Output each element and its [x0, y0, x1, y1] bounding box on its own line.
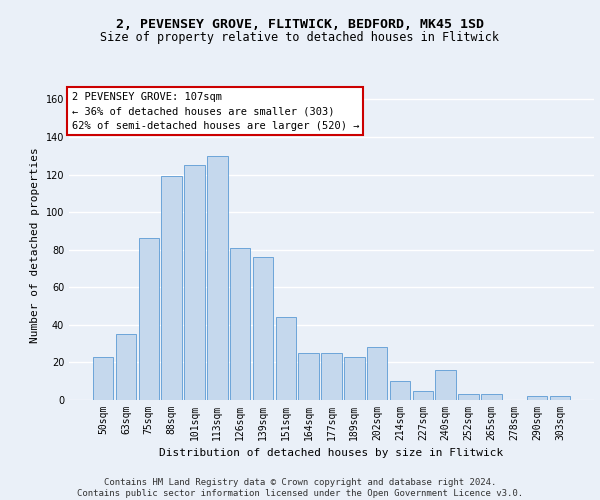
Text: Size of property relative to detached houses in Flitwick: Size of property relative to detached ho… — [101, 31, 499, 44]
Bar — [481, 394, 502, 400]
Bar — [230, 248, 250, 400]
Bar — [298, 353, 319, 400]
Bar — [527, 396, 547, 400]
Bar — [253, 257, 273, 400]
Bar — [321, 353, 342, 400]
Bar — [367, 348, 388, 400]
Bar — [207, 156, 227, 400]
Text: Contains HM Land Registry data © Crown copyright and database right 2024.
Contai: Contains HM Land Registry data © Crown c… — [77, 478, 523, 498]
Bar — [116, 334, 136, 400]
Bar — [436, 370, 456, 400]
X-axis label: Distribution of detached houses by size in Flitwick: Distribution of detached houses by size … — [160, 448, 503, 458]
Bar — [390, 381, 410, 400]
Bar — [550, 396, 570, 400]
Bar — [344, 357, 365, 400]
Text: 2, PEVENSEY GROVE, FLITWICK, BEDFORD, MK45 1SD: 2, PEVENSEY GROVE, FLITWICK, BEDFORD, MK… — [116, 18, 484, 30]
Bar — [161, 176, 182, 400]
Bar — [184, 165, 205, 400]
Bar — [275, 318, 296, 400]
Bar — [413, 390, 433, 400]
Bar — [458, 394, 479, 400]
Bar — [139, 238, 159, 400]
Y-axis label: Number of detached properties: Number of detached properties — [30, 147, 40, 343]
Bar — [93, 357, 113, 400]
Text: 2 PEVENSEY GROVE: 107sqm
← 36% of detached houses are smaller (303)
62% of semi-: 2 PEVENSEY GROVE: 107sqm ← 36% of detach… — [71, 92, 359, 131]
